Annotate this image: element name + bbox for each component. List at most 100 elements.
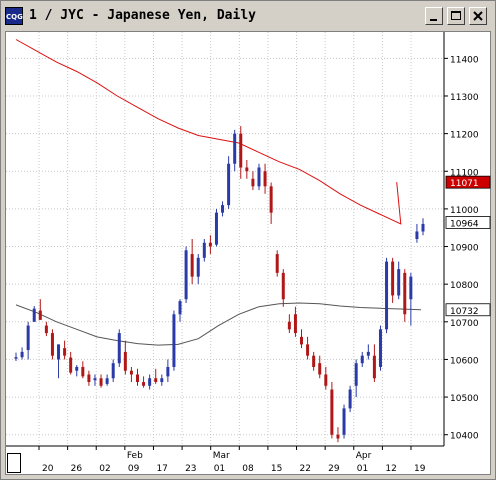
candle-body xyxy=(397,269,401,296)
candle-body xyxy=(129,370,133,375)
candle-body xyxy=(372,355,376,379)
y-tick-label: 11300 xyxy=(450,93,479,103)
x-tick-label: 22 xyxy=(300,464,311,474)
window-title: 1 / JYC - Japanese Yen, Daily xyxy=(29,8,256,23)
candle-body xyxy=(57,344,61,360)
candle-body xyxy=(75,366,79,371)
candle-body xyxy=(160,378,164,383)
candle-body xyxy=(293,314,297,334)
candle-body xyxy=(385,261,389,330)
candle-body xyxy=(214,212,218,245)
x-tick-label: 23 xyxy=(185,464,196,474)
price-label-box xyxy=(445,216,491,229)
candle-body xyxy=(378,329,382,367)
price-label: 10964 xyxy=(450,219,479,229)
candle-body xyxy=(117,333,121,364)
candle-body xyxy=(142,382,146,386)
candle-body xyxy=(166,366,170,377)
x-month-label: Mar xyxy=(213,451,230,461)
candle-body xyxy=(306,344,310,356)
ma-short-line xyxy=(15,302,422,346)
y-tick-label: 10500 xyxy=(450,394,479,404)
y-tick-label: 11000 xyxy=(450,206,479,216)
x-tick-label: 01 xyxy=(214,464,225,474)
y-tick-label: 10400 xyxy=(450,432,479,442)
candle-body xyxy=(336,434,340,439)
x-tick-label: 15 xyxy=(271,464,282,474)
close-button[interactable] xyxy=(469,7,487,25)
candle-body xyxy=(148,378,152,386)
y-tick-label: 11100 xyxy=(450,168,479,178)
candle-body xyxy=(251,178,255,187)
candle-body xyxy=(415,231,419,239)
price-label-box xyxy=(445,175,491,189)
candle-body xyxy=(233,133,237,164)
candle-body xyxy=(391,261,395,296)
maximize-button[interactable] xyxy=(447,7,465,25)
y-tick-label: 10800 xyxy=(450,281,479,291)
candle-body xyxy=(421,223,425,232)
candle-body xyxy=(123,351,127,371)
price-label-box xyxy=(445,303,491,317)
candle-body xyxy=(245,167,249,172)
y-tick-label: 10700 xyxy=(450,319,479,329)
candle-body xyxy=(403,272,407,315)
candle-body xyxy=(32,308,36,322)
x-tick-label: 29 xyxy=(328,464,340,474)
candle-body xyxy=(63,348,67,356)
candle-body xyxy=(20,351,24,358)
candle-body xyxy=(196,257,200,277)
candle-body xyxy=(135,374,139,383)
candle-body xyxy=(287,321,291,330)
candle-body xyxy=(354,363,358,386)
candle-body xyxy=(342,408,346,435)
candle-body xyxy=(366,351,370,356)
candle-body xyxy=(348,389,352,409)
candle-body xyxy=(190,254,194,277)
app-icon[interactable]: CQG xyxy=(5,7,23,25)
candle-body xyxy=(38,310,42,320)
x-month-label: Feb xyxy=(127,451,143,461)
candle-body xyxy=(99,378,103,386)
candle-body xyxy=(281,272,285,300)
candle-body xyxy=(105,378,109,384)
candle-body xyxy=(221,205,225,213)
candle-body xyxy=(318,363,322,375)
candle-body xyxy=(184,250,188,300)
y-tick-label: 11400 xyxy=(450,55,479,65)
candle-body xyxy=(263,171,267,187)
candle-body xyxy=(409,276,413,300)
x-tick-label: 26 xyxy=(71,464,83,474)
x-tick-label: 19 xyxy=(414,464,426,474)
minimize-icon xyxy=(430,19,437,21)
chart-area[interactable]: 11400 11300 11200 11100 11000 10900 10800 10700… xyxy=(5,31,491,475)
close-icon xyxy=(473,11,483,21)
candle-body xyxy=(312,355,316,367)
x-month-label: Apr xyxy=(356,451,372,461)
candle-body xyxy=(69,357,73,373)
x-tick-label: 09 xyxy=(128,464,140,474)
candle-body xyxy=(208,242,212,247)
x-tick-label: 08 xyxy=(242,464,254,474)
candle-body xyxy=(44,325,48,334)
x-tick-label: 12 xyxy=(385,464,396,474)
title-bar[interactable]: CQG 1 / JYC - Japanese Yen, Daily xyxy=(1,1,495,31)
candle-body xyxy=(227,163,231,206)
price-label: 11071 xyxy=(450,179,479,189)
candle-body xyxy=(154,378,158,383)
candle-body xyxy=(178,301,182,315)
candlestick-chart: 11400 11300 11200 11100 11000 10900 10800 10700… xyxy=(6,32,491,474)
price-label: 10732 xyxy=(450,307,479,317)
candle-body xyxy=(269,186,273,213)
ma-long-line xyxy=(15,39,402,225)
candle-body xyxy=(324,374,328,386)
chart-corner-box[interactable] xyxy=(7,453,21,473)
candle-body xyxy=(239,133,243,168)
candle-body xyxy=(202,242,206,258)
candle-body xyxy=(26,325,30,351)
x-tick-label: 17 xyxy=(156,464,167,474)
candle-body xyxy=(81,366,85,377)
candle-body xyxy=(330,389,334,435)
x-tick-label: 02 xyxy=(99,464,110,474)
minimize-button[interactable] xyxy=(425,7,443,25)
